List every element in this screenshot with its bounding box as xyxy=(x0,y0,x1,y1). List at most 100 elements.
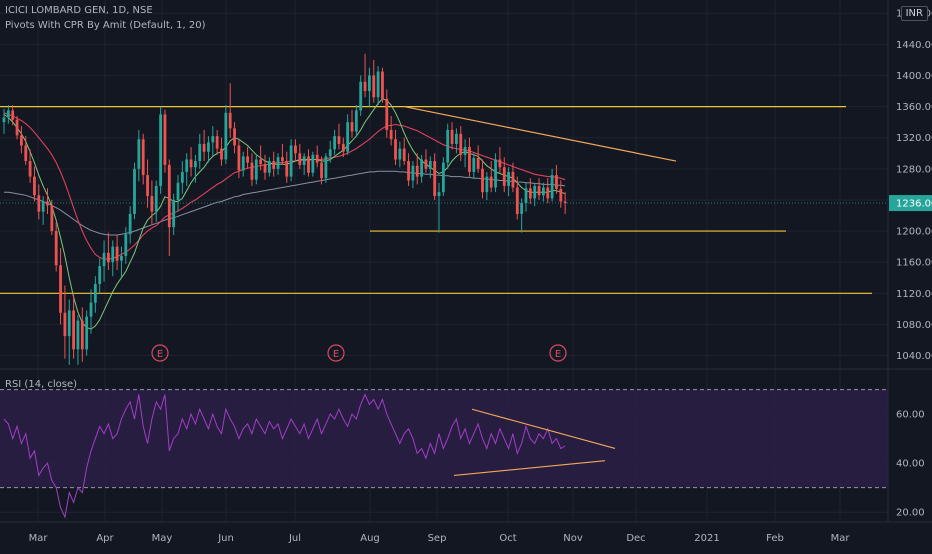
candle[interactable] xyxy=(50,199,54,235)
candle[interactable] xyxy=(289,139,293,182)
candle[interactable] xyxy=(489,161,493,193)
candle[interactable] xyxy=(146,159,149,208)
symbol-legend[interactable]: ICICI LOMBARD GEN, 1D, NSE xyxy=(5,5,153,16)
candle[interactable] xyxy=(263,154,267,180)
candle[interactable] xyxy=(254,154,258,185)
candle[interactable] xyxy=(202,129,206,162)
candle[interactable] xyxy=(215,129,219,155)
candle[interactable] xyxy=(172,193,176,235)
candle[interactable] xyxy=(54,221,58,272)
candle[interactable] xyxy=(6,105,10,124)
candle[interactable] xyxy=(2,108,6,134)
candle[interactable] xyxy=(555,164,558,194)
currency-label[interactable]: INR xyxy=(900,6,928,21)
candle[interactable] xyxy=(159,106,162,194)
candle[interactable] xyxy=(450,122,454,150)
rsi-legend[interactable]: RSI (14, close) xyxy=(5,379,78,390)
candle[interactable] xyxy=(459,126,463,162)
candle[interactable] xyxy=(207,136,210,163)
earnings-marker[interactable]: E xyxy=(549,344,567,362)
candle[interactable] xyxy=(141,133,145,185)
candle[interactable] xyxy=(528,178,532,204)
candle[interactable] xyxy=(320,156,323,185)
candle[interactable] xyxy=(398,141,402,168)
candle[interactable] xyxy=(498,147,502,173)
candle[interactable] xyxy=(350,109,354,138)
candle[interactable] xyxy=(137,129,141,182)
candle[interactable] xyxy=(307,149,310,177)
rsi-upper-trendline[interactable] xyxy=(471,408,616,449)
candle[interactable] xyxy=(228,83,232,138)
candle[interactable] xyxy=(59,248,62,325)
earnings-marker[interactable]: E xyxy=(327,344,345,362)
candle[interactable] xyxy=(93,276,97,313)
candle[interactable] xyxy=(133,162,136,220)
candle[interactable] xyxy=(246,147,249,169)
candle[interactable] xyxy=(176,175,180,212)
candle[interactable] xyxy=(250,153,254,186)
candle[interactable] xyxy=(550,168,554,202)
candle[interactable] xyxy=(463,139,467,168)
candle[interactable] xyxy=(428,156,432,179)
candle[interactable] xyxy=(394,129,397,165)
candle[interactable] xyxy=(341,137,345,158)
candle[interactable] xyxy=(194,154,197,183)
candle[interactable] xyxy=(237,139,241,179)
candle[interactable] xyxy=(150,180,154,225)
candle[interactable] xyxy=(89,289,93,334)
rsi-lower-trendline[interactable] xyxy=(453,460,606,476)
candle[interactable] xyxy=(485,171,489,200)
candle[interactable] xyxy=(67,299,71,365)
candle[interactable] xyxy=(285,151,289,183)
indicator-legend[interactable]: Pivots With CPR By Amit (Default, 1, 20) xyxy=(5,20,206,31)
candle[interactable] xyxy=(468,137,471,177)
candle[interactable] xyxy=(259,145,263,171)
candle[interactable] xyxy=(198,133,202,169)
candle[interactable] xyxy=(167,159,171,256)
candle[interactable] xyxy=(511,162,515,193)
candle[interactable] xyxy=(72,294,75,359)
candle[interactable] xyxy=(46,188,49,214)
candle[interactable] xyxy=(559,180,563,208)
candle[interactable] xyxy=(455,128,458,154)
candle[interactable] xyxy=(446,123,450,169)
candle[interactable] xyxy=(328,140,332,163)
candle[interactable] xyxy=(15,115,19,140)
candle[interactable] xyxy=(85,310,89,356)
candle[interactable] xyxy=(502,157,506,193)
price-trendline[interactable] xyxy=(404,105,677,162)
candle[interactable] xyxy=(376,66,380,106)
candle[interactable] xyxy=(120,246,123,278)
candle[interactable] xyxy=(389,115,393,146)
candle[interactable] xyxy=(520,198,524,233)
candle[interactable] xyxy=(354,105,358,137)
candle[interactable] xyxy=(41,196,45,225)
candle[interactable] xyxy=(324,153,328,183)
candle[interactable] xyxy=(441,157,445,197)
candle[interactable] xyxy=(272,151,276,177)
candle[interactable] xyxy=(533,182,537,207)
candle[interactable] xyxy=(524,182,528,212)
candle[interactable] xyxy=(515,176,519,220)
candle[interactable] xyxy=(415,153,419,185)
candle[interactable] xyxy=(115,234,119,270)
candle[interactable] xyxy=(542,182,545,202)
candle[interactable] xyxy=(37,184,41,220)
candle[interactable] xyxy=(76,315,80,365)
candle[interactable] xyxy=(476,145,480,173)
candle[interactable] xyxy=(107,232,110,270)
candle[interactable] xyxy=(211,126,215,157)
candle[interactable] xyxy=(180,161,184,194)
candle[interactable] xyxy=(363,53,367,98)
candle[interactable] xyxy=(189,147,193,177)
candle[interactable] xyxy=(407,153,410,186)
candle[interactable] xyxy=(437,182,441,233)
candle[interactable] xyxy=(111,240,115,277)
candle[interactable] xyxy=(24,136,28,165)
candle[interactable] xyxy=(80,307,84,362)
candle[interactable] xyxy=(102,240,106,282)
candle[interactable] xyxy=(402,137,406,165)
candle[interactable] xyxy=(381,67,384,103)
candle[interactable] xyxy=(537,178,541,200)
candle[interactable] xyxy=(385,89,389,138)
